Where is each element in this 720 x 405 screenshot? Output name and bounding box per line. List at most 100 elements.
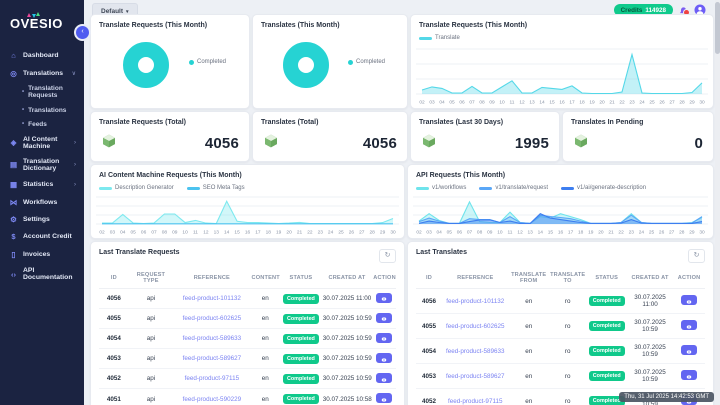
sidebar-subitem-translation-requests[interactable]: • Translation Requests: [0, 82, 84, 103]
sidebar-item-ai-content-machine[interactable]: ◈ AI Content Machine ›: [0, 131, 84, 153]
logo-mark: [32, 14, 36, 18]
legend-label: Translate: [435, 35, 460, 41]
column-header: STATUS: [280, 268, 322, 289]
sidebar-subitem-translations-sub[interactable]: • Translations: [0, 103, 84, 117]
card-title: Translates In Pending: [571, 119, 644, 126]
column-header: REFERENCE: [442, 268, 509, 289]
card-title: Translate Requests (Total): [99, 119, 187, 126]
sidebar-subitem-feeds[interactable]: • Feeds: [0, 117, 84, 131]
legend-swatch-icon: [99, 186, 112, 190]
svg-text:09: 09: [489, 100, 495, 106]
reference-link[interactable]: feed-product-589627: [173, 348, 251, 369]
id-cell: 4055: [416, 313, 442, 339]
sidebar-item-invoices[interactable]: ▯ Invoices: [0, 246, 84, 263]
stat-value: 0: [694, 135, 703, 152]
svg-text:30: 30: [699, 230, 705, 236]
sidebar-item-workflows[interactable]: ⋈ Workflows: [0, 193, 84, 210]
reference-link[interactable]: feed-product-97115: [442, 388, 509, 405]
sidebar-item-account-credit[interactable]: $ Account Credit: [0, 228, 84, 245]
svg-text:27: 27: [359, 230, 365, 236]
reference-link[interactable]: feed-product-97115: [173, 368, 251, 389]
view-button[interactable]: [681, 345, 698, 356]
svg-text:20: 20: [599, 100, 605, 106]
credits-badge[interactable]: Credits 114928: [613, 4, 673, 16]
text-cell: en: [508, 388, 549, 405]
svg-text:03: 03: [110, 230, 116, 236]
text-cell: api: [128, 368, 174, 389]
view-button[interactable]: [376, 351, 393, 366]
card-translate-requests-area: Translate Requests (This Month) Translat…: [410, 14, 714, 109]
card-last-translate-requests: Last Translate Requests ↻ ID REQUEST TYPE…: [90, 241, 405, 405]
column-header: CREATED AT: [321, 268, 373, 289]
date-cell: 30.07.2025 10:59: [321, 368, 373, 389]
view-button[interactable]: [681, 320, 698, 331]
reference-link[interactable]: feed-product-589627: [442, 363, 509, 389]
svg-text:23: 23: [629, 230, 635, 236]
sidebar-item-api-documentation[interactable]: ‹› API Documentation: [0, 263, 84, 285]
svg-text:08: 08: [162, 230, 168, 236]
svg-text:30: 30: [699, 100, 705, 106]
svg-text:08: 08: [479, 100, 485, 106]
sidebar-item-statistics[interactable]: ▦ Statistics ›: [0, 176, 84, 193]
svg-text:10: 10: [497, 230, 503, 236]
svg-text:07: 07: [151, 230, 157, 236]
view-button[interactable]: [376, 373, 393, 384]
badge-cell: Completed: [586, 388, 627, 405]
sidebar-item-settings[interactable]: ⚙ Settings: [0, 211, 84, 228]
view-button[interactable]: [376, 312, 393, 323]
badge-cell: Completed: [280, 368, 322, 389]
refresh-icon[interactable]: ↻: [379, 249, 396, 263]
svg-text:19: 19: [588, 230, 594, 236]
reference-link[interactable]: feed-product-101132: [442, 288, 509, 314]
action-cell: [372, 328, 396, 349]
dollar-icon: $: [11, 232, 16, 242]
text-cell: en: [508, 313, 549, 339]
text-cell: api: [128, 388, 174, 405]
chart-legend: v1/workflows v1/translate/request v1/ai/…: [408, 179, 713, 191]
donut-chart: [283, 42, 329, 88]
text-cell: en: [508, 288, 549, 314]
sidebar-collapse-button[interactable]: ‹: [74, 24, 91, 41]
table-row: 4056 api feed-product-101132 en Completed 30.…: [99, 287, 396, 309]
reference-link[interactable]: feed-product-589633: [442, 338, 509, 364]
book-icon: ▤: [9, 160, 18, 170]
svg-text:19: 19: [589, 100, 595, 106]
scrollbar-track: [715, 0, 720, 405]
svg-text:03: 03: [429, 100, 435, 106]
action-cell: [372, 388, 396, 405]
view-button[interactable]: [681, 295, 698, 306]
legend-label: Completed: [197, 59, 227, 65]
view-button[interactable]: [376, 292, 393, 303]
sidebar-item-translation-dictionary[interactable]: ▤ Translation Dictionary ›: [0, 154, 84, 176]
user-avatar-icon[interactable]: [694, 3, 706, 16]
card-title: Translates (Total): [261, 119, 319, 126]
svg-text:11: 11: [508, 230, 513, 236]
id-cell: 4051: [99, 388, 129, 405]
reference-link[interactable]: feed-product-602625: [173, 308, 251, 329]
svg-text:14: 14: [224, 230, 230, 236]
reference-link[interactable]: feed-product-590229: [173, 388, 251, 405]
view-button[interactable]: [376, 332, 393, 343]
sidebar-item-translations[interactable]: ◎ Translations ∨: [0, 64, 84, 81]
badge-cell: Completed: [280, 348, 322, 369]
status-badge: Completed: [283, 373, 319, 384]
svg-text:03: 03: [426, 230, 432, 236]
table-row: 4053 api feed-product-589627 en Completed 30.…: [99, 348, 396, 369]
reference-link[interactable]: feed-product-101132: [173, 287, 251, 309]
sidebar-item-dashboard[interactable]: ⌂ Dashboard: [0, 47, 84, 64]
view-button[interactable]: [376, 393, 393, 404]
reference-link[interactable]: feed-product-602625: [442, 313, 509, 339]
svg-text:05: 05: [449, 100, 455, 106]
sidebar-item-label: Translations: [23, 69, 64, 77]
refresh-icon[interactable]: ↻: [688, 249, 705, 263]
svg-text:06: 06: [457, 230, 463, 236]
bar-chart-icon: ▦: [9, 180, 18, 190]
eye-icon: [380, 351, 388, 366]
caret-down-icon: ▾: [126, 8, 129, 15]
view-button[interactable]: [681, 370, 698, 381]
scrollbar-thumb[interactable]: [715, 2, 720, 54]
logo-text: OVESIO: [10, 16, 63, 31]
cube-icon: ◈: [10, 138, 17, 147]
reference-link[interactable]: feed-product-589633: [173, 328, 251, 349]
svg-text:12: 12: [517, 230, 523, 236]
